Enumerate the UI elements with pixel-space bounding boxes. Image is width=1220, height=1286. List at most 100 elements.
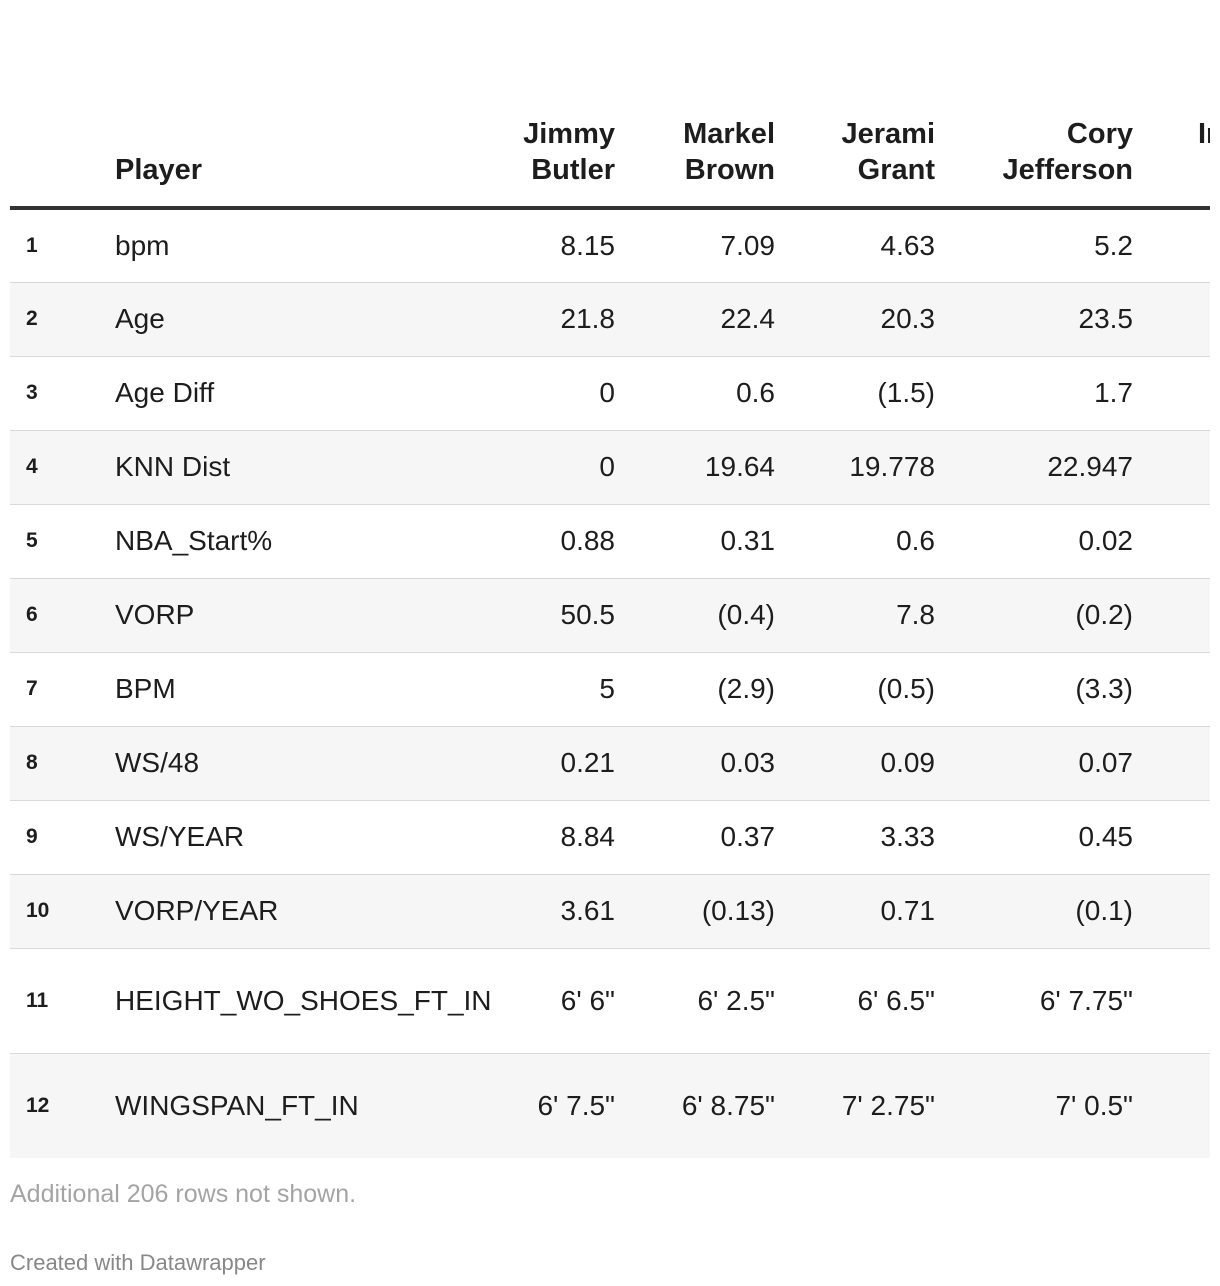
row-index: 5 [10, 504, 90, 579]
row-label: WS/48 [90, 726, 470, 801]
header-index [10, 116, 90, 210]
table-cell: 8.15 [470, 208, 615, 283]
header-line: Jefferson [1002, 154, 1133, 186]
table-row: 10 VORP/YEAR 3.61 (0.13) 0.71 (0.1) [10, 874, 1210, 949]
table-cell-cut [1133, 874, 1210, 949]
table-cell: (0.13) [615, 874, 775, 949]
row-index: 4 [10, 430, 90, 505]
header-line: Markel [683, 118, 775, 150]
table-row: 2 Age 21.8 22.4 20.3 23.5 [10, 282, 1210, 357]
table-cell: 0.6 [615, 356, 775, 431]
table-cell: 0.88 [470, 504, 615, 579]
table-cell-cut [1133, 356, 1210, 431]
table-row: 5 NBA_Start% 0.88 0.31 0.6 0.02 [10, 504, 1210, 579]
header-line: In [1198, 118, 1210, 150]
table-cell: 22.4 [615, 282, 775, 357]
table-cell: 3.61 [470, 874, 615, 949]
header-player[interactable]: Player [90, 116, 470, 210]
table-cell: 22.947 [935, 430, 1133, 505]
table-row: 1 bpm 8.15 7.09 4.63 5.2 [10, 208, 1210, 283]
datawrapper-credit-link[interactable]: Created with Datawrapper [10, 1250, 266, 1275]
table-cell: (0.4) [615, 578, 775, 653]
table-cell: 23.5 [935, 282, 1133, 357]
row-index: 10 [10, 874, 90, 949]
table-cell: 7.09 [615, 208, 775, 283]
table-cell: 0.03 [615, 726, 775, 801]
table-cell: 20.3 [775, 282, 935, 357]
table-cell: 50.5 [470, 578, 615, 653]
header-line: Brown [684, 154, 775, 186]
table-cell-cut [1133, 208, 1210, 283]
table-cell-cut [1133, 430, 1210, 505]
table-row: 9 WS/YEAR 8.84 0.37 3.33 0.45 [10, 800, 1210, 875]
table-row: 4 KNN Dist 0 19.64 19.778 22.947 [10, 430, 1210, 505]
table-body: 1 bpm 8.15 7.09 4.63 5.2 2 Age 21.8 22.4 20.3 23.5 3… [10, 208, 1210, 1158]
header-markel-brown[interactable]: Markel Brown [615, 116, 775, 210]
table-row: 7 BPM 5 (2.9) (0.5) (3.3) [10, 652, 1210, 727]
table-cell: 6' 7.5" [470, 1053, 615, 1158]
header-cory-jefferson[interactable]: Cory Jefferson [935, 116, 1133, 210]
table-cell: 19.778 [775, 430, 935, 505]
table-cell: (0.1) [935, 874, 1133, 949]
table-cell-cut [1133, 578, 1210, 653]
row-index: 11 [10, 948, 90, 1054]
table-cell: 8.84 [470, 800, 615, 875]
header-jerami-grant[interactable]: Jerami Grant [775, 116, 935, 210]
table-cell: 6' 7.75" [935, 948, 1133, 1054]
table-cell: 6' 8.75" [615, 1053, 775, 1158]
table-cell: 5.2 [935, 208, 1133, 283]
table-cell: 0 [470, 430, 615, 505]
table-row: 6 VORP 50.5 (0.4) 7.8 (0.2) [10, 578, 1210, 653]
row-label: VORP/YEAR [90, 874, 470, 949]
table-cell-cut [1133, 1053, 1210, 1158]
table-cell: 7' 0.5" [935, 1053, 1133, 1158]
table-cell: 6' 6" [470, 948, 615, 1054]
table-cell: 7.8 [775, 578, 935, 653]
row-index: 1 [10, 208, 90, 283]
table-cell: (2.9) [615, 652, 775, 727]
row-index: 9 [10, 800, 90, 875]
table-cell: (3.3) [935, 652, 1133, 727]
table-cell: 0.21 [470, 726, 615, 801]
row-label: WINGSPAN_FT_IN [90, 1053, 470, 1158]
table-cell: 5 [470, 652, 615, 727]
table-container: Player Jimmy Butler Markel Brown Jerami … [10, 0, 1210, 1158]
table-cell: 3.33 [775, 800, 935, 875]
row-label: bpm [90, 208, 470, 283]
table-cell-cut [1133, 800, 1210, 875]
row-label: VORP [90, 578, 470, 653]
table-cell: 21.8 [470, 282, 615, 357]
data-table: Player Jimmy Butler Markel Brown Jerami … [10, 116, 1210, 1158]
table-cell: (0.2) [935, 578, 1133, 653]
table-cell: 0.71 [775, 874, 935, 949]
header-jimmy-butler[interactable]: Jimmy Butler [470, 116, 615, 210]
table-cell: 0.45 [935, 800, 1133, 875]
row-index: 7 [10, 652, 90, 727]
row-label: HEIGHT_WO_SHOES_FT_IN [90, 948, 492, 1054]
table-cell: 0.31 [615, 504, 775, 579]
row-label: Age [90, 282, 470, 357]
table-cell: 19.64 [615, 430, 775, 505]
header-line: Cory [1066, 118, 1133, 150]
row-label: NBA_Start% [90, 504, 470, 579]
table-cell: 0 [470, 356, 615, 431]
row-index: 12 [10, 1053, 90, 1158]
table-cell: (1.5) [775, 356, 935, 431]
table-cell-cut [1133, 282, 1210, 357]
table-cell-cut [1133, 504, 1210, 579]
header-line: Jerami [841, 118, 935, 150]
table-cell: 0.6 [775, 504, 935, 579]
table-cell: 0.09 [775, 726, 935, 801]
header-line: Grant [857, 154, 935, 186]
table-row: 11 HEIGHT_WO_SHOES_FT_IN 6' 6" 6' 2.5" 6' 6.… [10, 948, 1210, 1054]
header-partial-column[interactable]: In [1133, 116, 1210, 210]
table-cell-cut [1133, 726, 1210, 801]
table-cell-cut [1133, 948, 1210, 1054]
table-cell: 6' 2.5" [615, 948, 775, 1054]
row-index: 3 [10, 356, 90, 431]
table-cell: 4.63 [775, 208, 935, 283]
row-label: WS/YEAR [90, 800, 470, 875]
row-index: 6 [10, 578, 90, 653]
row-index: 8 [10, 726, 90, 801]
table-cell: 0.02 [935, 504, 1133, 579]
